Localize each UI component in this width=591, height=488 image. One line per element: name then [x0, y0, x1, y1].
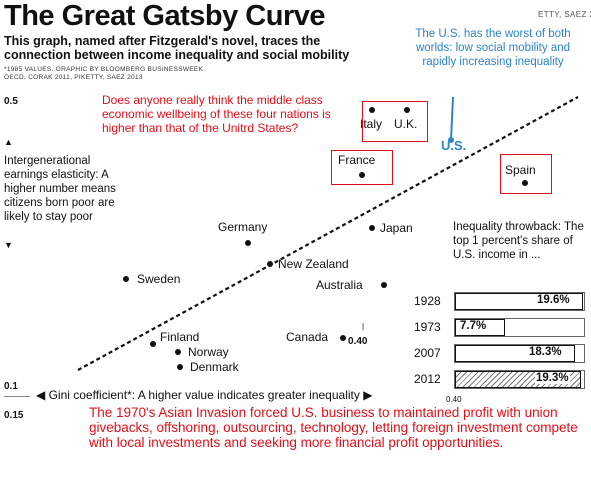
bar-value-label-1928: 19.6%	[537, 294, 570, 306]
arrow-down-icon: ▼	[4, 240, 13, 250]
bar-track-1928	[454, 292, 585, 311]
bar-track-1973	[454, 318, 585, 337]
france-highlight-box	[331, 150, 393, 185]
chart-title: The Great Gatsby Curve	[4, 0, 326, 32]
source-note: *1985 VALUES. GRAPHIC BY BLOOMBERG BUSIN…	[4, 66, 334, 82]
bar-1928	[455, 293, 583, 310]
bar-year-label-1973: 1973	[414, 320, 441, 334]
x-axis-left-value: 0.15	[4, 410, 24, 421]
country-label-norway: Norway	[188, 345, 229, 359]
data-point-new-zealand	[267, 261, 273, 267]
country-label-spain: Spain	[505, 163, 536, 177]
data-point-sweden	[123, 276, 129, 282]
data-point-france	[359, 172, 365, 178]
source-line-1: *1985 VALUES. GRAPHIC BY BLOOMBERG BUSIN…	[4, 66, 206, 73]
y-axis-top-value: 0.5	[4, 96, 18, 107]
bar-2007	[455, 345, 575, 362]
x-axis-label: ◀ Gini coefficient*: A higher value indi…	[36, 388, 373, 402]
data-point-norway	[175, 349, 181, 355]
y-axis-bottom-value: 0.1	[4, 381, 18, 392]
trend-line	[77, 96, 579, 371]
canada-value-label: 0.40	[348, 336, 368, 347]
bar-value-label-1973: 7.7%	[460, 320, 487, 332]
country-label-u-s: U.S.	[441, 138, 467, 153]
country-label-italy: Italy	[360, 117, 383, 131]
y-axis-label: Intergenerational earnings elasticity: A…	[4, 155, 116, 223]
x-axis-right-value: 0.40	[446, 395, 462, 404]
data-point-finland	[150, 341, 156, 347]
country-label-canada: Canada	[286, 330, 329, 344]
top-annotation: Does anyone really think the middle clas…	[102, 93, 331, 135]
bar-1973	[455, 319, 505, 336]
bar-value-label-2012: 19.3%	[535, 372, 570, 384]
data-point-spain	[522, 180, 528, 186]
arrow-up-icon: ▲	[4, 137, 13, 147]
bottom-annotation: The 1970's Asian Invasion forced U.S. bu…	[89, 405, 578, 450]
bar-year-label-2012: 2012	[414, 372, 441, 386]
axis-divider	[4, 396, 30, 397]
data-point-canada	[340, 335, 346, 341]
chart-subtitle: This graph, named after Fitzgerald's nov…	[4, 34, 350, 62]
country-label-u-k: U.K.	[394, 117, 418, 131]
bar-track-2007	[454, 344, 585, 363]
country-label-new-zealand: New Zealand	[278, 257, 349, 271]
us-callout-note: The U.S. has the worst of both worlds: l…	[415, 28, 571, 68]
country-label-denmark: Denmark	[190, 360, 239, 374]
data-point-germany	[245, 240, 251, 246]
data-point-australia	[381, 282, 387, 288]
spain-highlight-box	[500, 154, 552, 194]
data-point-denmark	[177, 364, 183, 370]
source-line-2: OECD, CORAK 2011, PIKETTY, SAEZ 2013	[4, 74, 143, 81]
bar-year-label-1928: 1928	[414, 294, 441, 308]
italy-uk-highlight-box	[362, 101, 428, 142]
country-label-germany: Germany	[218, 220, 268, 234]
country-label-finland: Finland	[160, 330, 200, 344]
data-point-u-k	[404, 107, 410, 113]
country-label-australia: Australia	[316, 278, 363, 292]
us-callout-pointer-dot	[448, 137, 454, 143]
bar-value-label-2007: 18.3%	[529, 346, 562, 358]
country-label-sweden: Sweden	[137, 272, 181, 286]
country-label-france: France	[338, 153, 376, 167]
data-point-japan	[369, 225, 375, 231]
country-label-japan: Japan	[380, 221, 413, 235]
canada-value-tick: |	[362, 322, 365, 331]
bar-year-label-2007: 2007	[414, 346, 441, 360]
us-callout-pointer	[450, 96, 454, 141]
data-point-italy	[369, 107, 375, 113]
inequality-panel-title: Inequality throwback: The top 1 percent'…	[453, 221, 584, 261]
source-credit-fragment: ETTY, SAEZ 2013	[538, 10, 591, 19]
